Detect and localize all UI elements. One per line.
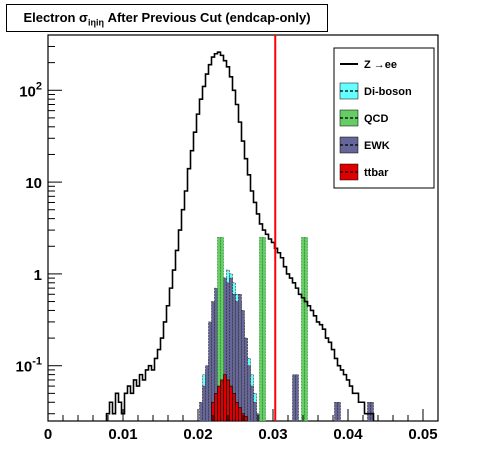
bar-ewk bbox=[241, 310, 245, 422]
y-tick-label: 10 bbox=[25, 175, 42, 192]
x-tick-label: 0.04 bbox=[333, 426, 363, 443]
bar-qcd bbox=[304, 237, 308, 422]
x-tick-label: 0.01 bbox=[108, 426, 137, 443]
axes-layer: 0 0.01 0.02 0.03 0.04 0.05 10-1 1 10 102 bbox=[16, 34, 439, 443]
title-prefix: Electron σ bbox=[23, 10, 88, 25]
bar-ewk bbox=[238, 293, 242, 422]
bar-qcd bbox=[259, 237, 263, 422]
bar-ttbar bbox=[238, 407, 242, 422]
bar-qcd bbox=[301, 237, 305, 422]
bar-ewk bbox=[247, 365, 251, 422]
bar-ewk bbox=[337, 401, 341, 422]
bar-ewk bbox=[244, 337, 248, 422]
y-tick-label: 102 bbox=[19, 80, 42, 100]
title-subscript: iηiη bbox=[87, 17, 104, 28]
bar-ttbar bbox=[235, 401, 239, 422]
x-tick-label: 0.02 bbox=[183, 426, 212, 443]
bar-ewk bbox=[208, 321, 212, 422]
legend-label-ttbar: ttbar bbox=[364, 167, 389, 179]
bar-ttbar bbox=[244, 416, 248, 422]
bar-ewk bbox=[292, 374, 296, 422]
bar-qcd bbox=[262, 237, 266, 422]
bar-ttbar bbox=[220, 379, 224, 422]
x-tick-label: 0.03 bbox=[258, 426, 287, 443]
bar-ttbar bbox=[232, 393, 236, 422]
series-zee-line bbox=[105, 51, 375, 421]
bar-ewk bbox=[199, 401, 203, 422]
legend-label-z-ee: Z →ee bbox=[364, 59, 397, 71]
bar-ttbar bbox=[214, 393, 218, 422]
legend-label-ewk: EWK bbox=[364, 140, 390, 152]
legend: Z →ee Di-boson QCD EWK ttbar bbox=[333, 47, 435, 189]
bar-ttbar bbox=[226, 379, 230, 422]
bar-ttbar bbox=[229, 385, 233, 422]
series-layer bbox=[105, 51, 375, 422]
bar-ewk bbox=[295, 374, 299, 422]
bar-ewk bbox=[250, 385, 254, 422]
bar-ewk bbox=[253, 401, 257, 422]
bar-ttbar bbox=[217, 385, 221, 422]
bar-ewk bbox=[334, 401, 338, 422]
bar-ttbar bbox=[223, 374, 227, 422]
bar-ewk bbox=[367, 401, 371, 422]
bar-ewk bbox=[205, 365, 209, 422]
x-tick-label: 0.05 bbox=[408, 426, 437, 443]
x-tick-label: 0 bbox=[44, 426, 52, 443]
bar-ewk bbox=[202, 385, 206, 422]
legend-label-di-boson: Di-boson bbox=[364, 86, 412, 98]
chart-title: Electron σiηiη After Previous Cut (endca… bbox=[6, 4, 328, 32]
bar-ewk bbox=[370, 401, 374, 422]
legend-label-qcd: QCD bbox=[364, 113, 389, 125]
y-tick-label: 1 bbox=[34, 267, 42, 284]
bar-qcd bbox=[220, 237, 224, 422]
y-tick-label: 10-1 bbox=[16, 356, 42, 376]
title-suffix: After Previous Cut (endcap-only) bbox=[103, 10, 311, 25]
